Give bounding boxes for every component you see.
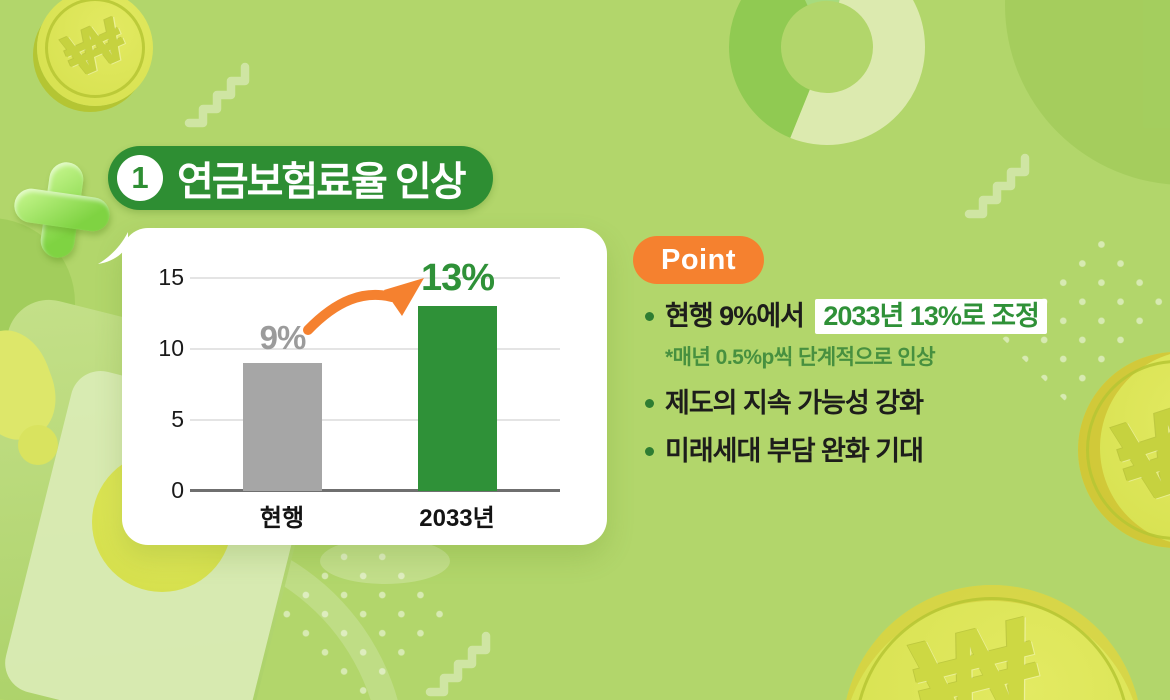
speech-bubble-tail (98, 232, 128, 264)
won-coin-icon: ₩ (842, 585, 1142, 700)
y-tick-label: 5 (171, 406, 184, 432)
donut-chart-icon (729, 0, 925, 145)
won-symbol-icon: ₩ (54, 4, 136, 92)
number-one-badge: 1 (117, 155, 163, 201)
bar-value-label: 9% (259, 319, 307, 356)
list-item: 현행 9%에서 2033년 13%로 조정 *매년 0.5%p씩 단계적으로 인… (645, 299, 1047, 371)
won-coin-icon: ₩ (1078, 352, 1170, 548)
bullet-text: 현행 9%에서 2033년 13%로 조정 (665, 299, 1047, 334)
y-tick-label: 0 (171, 477, 184, 503)
bullet-footnote: *매년 0.5%p씩 단계적으로 인상 (665, 346, 936, 369)
coin-ring (45, 0, 145, 98)
list-item: 미래세대 부담 완화 기대 (645, 435, 924, 468)
point-badge: Point (633, 236, 764, 284)
section-number: 1 (131, 160, 149, 195)
gridline (190, 277, 560, 279)
stairs-zigzag-icon (964, 153, 1030, 219)
bullet-text-plain: 현행 9%에서 (665, 301, 811, 331)
chart-card: 15 10 5 0 9% 13% 현행 2033년 (98, 228, 607, 545)
x-axis-baseline (190, 489, 560, 492)
bullet-content: 현행 9%에서 2033년 13%로 조정 *매년 0.5%p씩 단계적으로 인… (665, 299, 1047, 371)
won-symbol-icon: ₩ (900, 590, 1053, 700)
x-category-label: 2033년 (419, 505, 495, 532)
bar-2033 (418, 306, 497, 491)
gridline (190, 348, 560, 350)
soft-highlight-blob (320, 538, 450, 584)
section-title-badge: 1 연금보험료율 인상 (108, 146, 493, 210)
bullet-dot-icon (645, 447, 654, 456)
bullet-dot-icon (645, 399, 654, 408)
bar-group-2033: 13% (418, 231, 497, 491)
stairs-zigzag-icon (184, 62, 250, 128)
bar-value-label: 13% (420, 257, 495, 299)
y-tick-label: 10 (158, 335, 184, 361)
gridline (190, 419, 560, 421)
bar-current (243, 363, 322, 491)
increase-arrow-icon (303, 278, 424, 335)
bell-clapper-shape (18, 425, 58, 465)
bar-chart: 15 10 5 0 9% 13% 현행 2033년 (122, 228, 607, 545)
stairs-zigzag-icon (425, 631, 491, 697)
page-title: 연금보험료율 인상 (177, 160, 467, 204)
bullet-text: 제도의 지속 가능성 강화 (665, 388, 924, 418)
bullet-text: 미래세대 부담 완화 기대 (665, 436, 924, 466)
won-coin-icon: ₩ (37, 0, 153, 106)
y-tick-label: 15 (158, 264, 184, 290)
x-category-label: 현행 (259, 505, 305, 532)
bar-group-current: 9% (243, 231, 322, 491)
list-item: 제도의 지속 가능성 강화 (645, 387, 924, 420)
bullet-dot-icon (645, 312, 654, 321)
